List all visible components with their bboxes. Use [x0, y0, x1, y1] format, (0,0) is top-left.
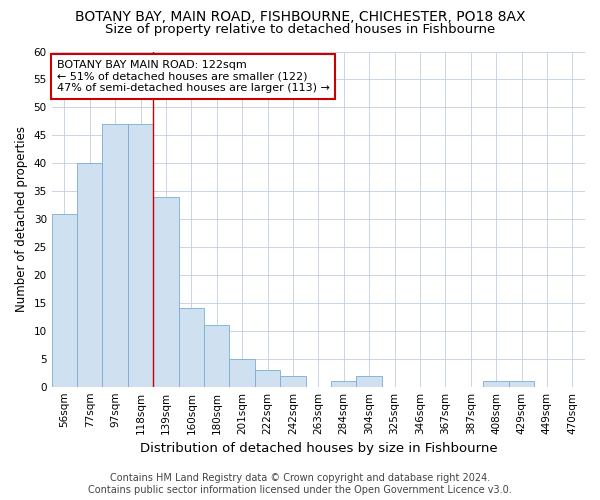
Bar [331, 381, 356, 386]
Bar [103, 124, 128, 386]
Text: BOTANY BAY MAIN ROAD: 122sqm
← 51% of detached houses are smaller (122)
47% of s: BOTANY BAY MAIN ROAD: 122sqm ← 51% of de… [57, 60, 330, 93]
Y-axis label: Number of detached properties: Number of detached properties [15, 126, 28, 312]
Bar [255, 370, 280, 386]
Text: BOTANY BAY, MAIN ROAD, FISHBOURNE, CHICHESTER, PO18 8AX: BOTANY BAY, MAIN ROAD, FISHBOURNE, CHICH… [75, 10, 525, 24]
Bar [52, 214, 77, 386]
Bar [128, 124, 153, 386]
Bar [229, 358, 255, 386]
Bar [280, 376, 305, 386]
Bar [153, 196, 179, 386]
Bar [204, 325, 229, 386]
Text: Contains HM Land Registry data © Crown copyright and database right 2024.
Contai: Contains HM Land Registry data © Crown c… [88, 474, 512, 495]
X-axis label: Distribution of detached houses by size in Fishbourne: Distribution of detached houses by size … [140, 442, 497, 455]
Bar [356, 376, 382, 386]
Bar [179, 308, 204, 386]
Bar [484, 381, 509, 386]
Bar [77, 163, 103, 386]
Text: Size of property relative to detached houses in Fishbourne: Size of property relative to detached ho… [105, 22, 495, 36]
Bar [509, 381, 534, 386]
